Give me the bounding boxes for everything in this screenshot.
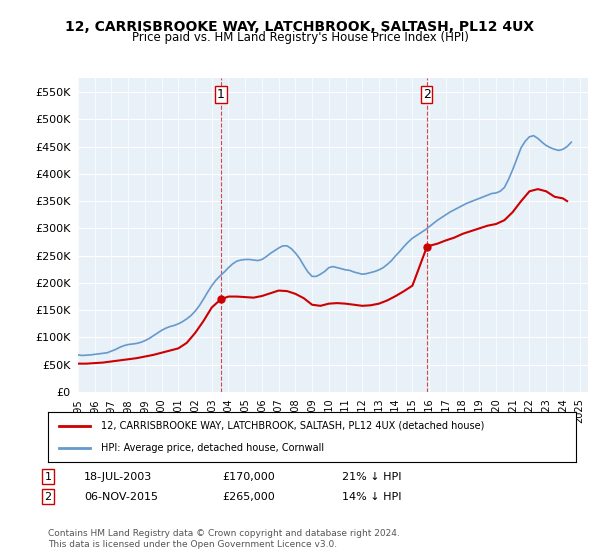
Text: 12, CARRISBROOKE WAY, LATCHBROOK, SALTASH, PL12 4UX: 12, CARRISBROOKE WAY, LATCHBROOK, SALTAS… [65, 20, 535, 34]
Text: 2: 2 [423, 88, 431, 101]
Text: 2: 2 [44, 492, 52, 502]
Text: Price paid vs. HM Land Registry's House Price Index (HPI): Price paid vs. HM Land Registry's House … [131, 31, 469, 44]
Text: 18-JUL-2003: 18-JUL-2003 [84, 472, 152, 482]
Text: £170,000: £170,000 [222, 472, 275, 482]
Text: £265,000: £265,000 [222, 492, 275, 502]
Text: 06-NOV-2015: 06-NOV-2015 [84, 492, 158, 502]
Text: 1: 1 [44, 472, 52, 482]
Text: Contains HM Land Registry data © Crown copyright and database right 2024.
This d: Contains HM Land Registry data © Crown c… [48, 529, 400, 549]
Text: 1: 1 [217, 88, 225, 101]
Text: 12, CARRISBROOKE WAY, LATCHBROOK, SALTASH, PL12 4UX (detached house): 12, CARRISBROOKE WAY, LATCHBROOK, SALTAS… [101, 421, 484, 431]
Text: 14% ↓ HPI: 14% ↓ HPI [342, 492, 401, 502]
Text: HPI: Average price, detached house, Cornwall: HPI: Average price, detached house, Corn… [101, 443, 324, 453]
Text: 21% ↓ HPI: 21% ↓ HPI [342, 472, 401, 482]
